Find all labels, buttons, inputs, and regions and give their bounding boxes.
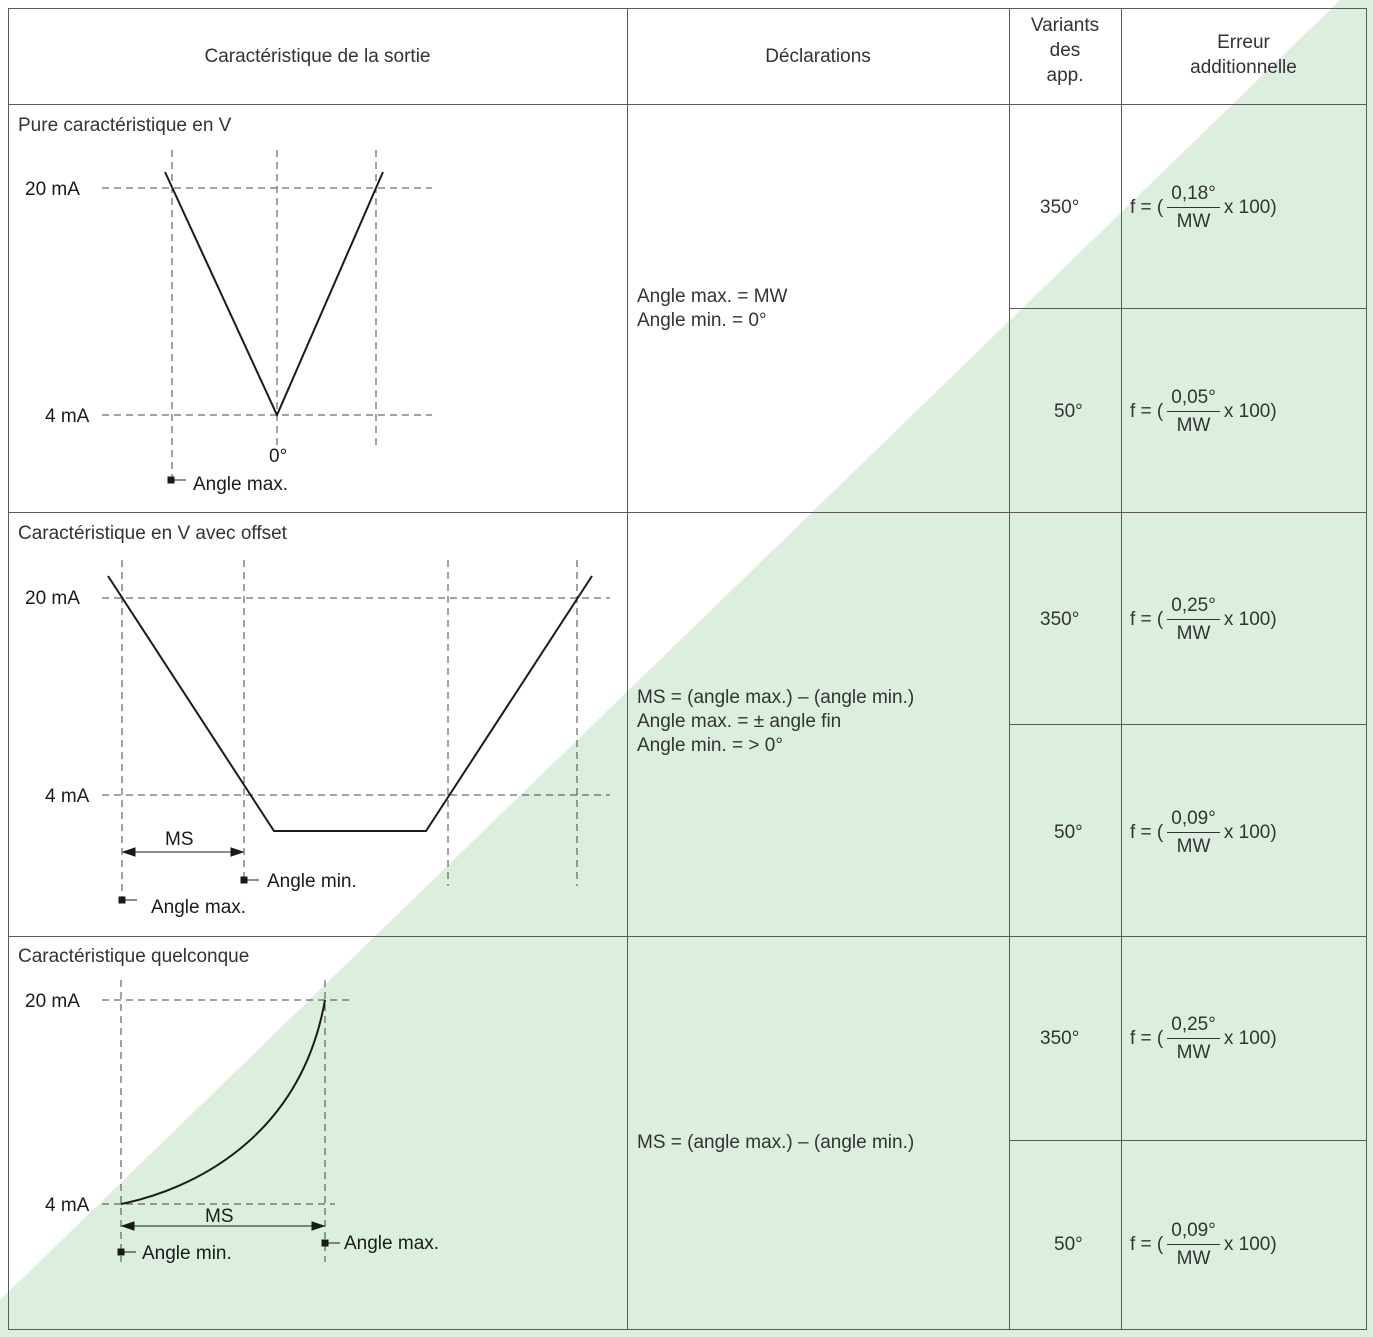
declaration-line: Angle max. = MW [637, 286, 788, 307]
formula-prefix: f = ( [1130, 1234, 1164, 1255]
formula-suffix: x 100) [1223, 197, 1277, 218]
variant-value: 350° [1040, 609, 1080, 630]
marker [117, 1248, 125, 1256]
angle-markers [117, 476, 340, 1256]
error-formula: f = ( 0,05° MW x 100) [1130, 382, 1277, 442]
formula-suffix: x 100) [1223, 1234, 1277, 1255]
label-20ma: 20 mA [25, 179, 80, 200]
formula-fraction: 0,05° MW [1167, 387, 1220, 437]
ms-arrowhead-left [120, 1221, 135, 1231]
declaration-line: Angle min. = 0° [637, 310, 767, 331]
variant-value: 50° [1054, 822, 1083, 843]
formula-denominator: MW [1176, 836, 1211, 857]
declaration-line: MS = (angle max.) – (angle min.) [637, 687, 915, 708]
formula-denominator: MW [1176, 415, 1211, 436]
row-title-arbitrary: Caractéristique quelconque [18, 946, 250, 967]
error-formula: f = ( 0,25° MW x 100) [1130, 1009, 1277, 1069]
formula-suffix: x 100) [1223, 609, 1277, 630]
declaration-line: MS = (angle max.) – (angle min.) [637, 1132, 915, 1153]
formula-fraction: 0,18° MW [1167, 183, 1220, 233]
row-title-v-offset: Caractéristique en V avec offset [18, 523, 287, 544]
formula-numerator: 0,05° [1167, 387, 1220, 412]
formula-prefix: f = ( [1130, 1028, 1164, 1049]
header-variants-line-1: Variants [1030, 15, 1100, 36]
label-zero-degree: 0° [269, 446, 287, 467]
label-4ma: 4 mA [45, 406, 90, 427]
error-formula: f = ( 0,25° MW x 100) [1130, 590, 1277, 650]
label-20ma: 20 mA [25, 991, 80, 1012]
formula-prefix: f = ( [1130, 401, 1164, 422]
label-angle-min: Angle min. [142, 1243, 232, 1264]
formula-fraction: 0,25° MW [1167, 1014, 1220, 1064]
label-angle-min: Angle min. [267, 871, 357, 892]
formula-denominator: MW [1176, 1042, 1211, 1063]
error-formula: f = ( 0,09° MW x 100) [1130, 1215, 1277, 1275]
variant-value: 350° [1040, 197, 1080, 218]
label-4ma: 4 mA [45, 786, 90, 807]
curve-pure-v [164, 171, 384, 418]
marker [118, 896, 126, 904]
formula-numerator: 0,25° [1167, 595, 1220, 620]
label-angle-max: Angle max. [151, 897, 246, 918]
formula-numerator: 0,09° [1167, 808, 1220, 833]
formula-numerator: 0,18° [1167, 183, 1220, 208]
label-20ma: 20 mA [25, 588, 80, 609]
header-variants: Variants des app. [1009, 13, 1121, 88]
characteristic-curves [107, 171, 593, 1205]
declaration-line: Angle max. = ± angle fin [637, 711, 842, 732]
formula-prefix: f = ( [1130, 822, 1164, 843]
formula-suffix: x 100) [1223, 401, 1277, 422]
formula-denominator: MW [1176, 1248, 1211, 1269]
diagram-labels: 20 mA 4 mA 0° Angle max. 20 mA 4 mA MS A… [25, 179, 439, 1264]
formula-denominator: MW [1176, 211, 1211, 232]
header-variants-line-2: des [1049, 40, 1081, 61]
label-angle-max: Angle max. [344, 1233, 439, 1254]
declarations-v-offset: MS = (angle max.) – (angle min.) Angle m… [637, 686, 914, 758]
error-formula: f = ( 0,09° MW x 100) [1130, 803, 1277, 863]
ms-arrowhead-right [230, 847, 245, 857]
variant-value: 50° [1054, 1234, 1083, 1255]
formula-numerator: 0,25° [1167, 1014, 1220, 1039]
formula-fraction: 0,25° MW [1167, 595, 1220, 645]
header-error-line-1: Erreur [1217, 32, 1270, 53]
variant-value: 350° [1040, 1028, 1080, 1049]
declarations-pure-v: Angle max. = MW Angle min. = 0° [637, 285, 787, 333]
label-ms: MS [165, 829, 194, 850]
label-ms: MS [205, 1206, 234, 1227]
formula-suffix: x 100) [1223, 1028, 1277, 1049]
header-declarations: Déclarations [765, 46, 871, 67]
label-angle-max: Angle max. [193, 474, 288, 495]
formula-numerator: 0,09° [1167, 1220, 1220, 1245]
header-variants-line-3: app. [1046, 65, 1084, 86]
declaration-line: Angle min. = > 0° [637, 735, 783, 756]
guide-lines [102, 150, 610, 1262]
header-additional-error: Erreur additionnelle [1121, 30, 1366, 80]
variant-value: 50° [1054, 401, 1083, 422]
header-output-characteristic: Caractéristique de la sortie [204, 46, 431, 67]
label-4ma: 4 mA [45, 1195, 90, 1216]
formula-prefix: f = ( [1130, 609, 1164, 630]
marker [240, 876, 248, 884]
row-title-pure-v: Pure caractéristique en V [18, 115, 232, 136]
formula-denominator: MW [1176, 623, 1211, 644]
curve-v-offset [107, 575, 593, 832]
formula-fraction: 0,09° MW [1167, 808, 1220, 858]
ms-arrowhead-left [121, 847, 136, 857]
error-formula: f = ( 0,18° MW x 100) [1130, 178, 1277, 238]
declarations-arbitrary: MS = (angle max.) – (angle min.) [637, 1131, 914, 1155]
marker [321, 1239, 329, 1247]
marker [167, 476, 175, 484]
curve-arbitrary [120, 999, 326, 1205]
formula-prefix: f = ( [1130, 197, 1164, 218]
ms-arrows [120, 847, 326, 1231]
ms-arrowhead-right [311, 1221, 326, 1231]
header-error-line-2: additionnelle [1190, 57, 1297, 78]
formula-suffix: x 100) [1223, 822, 1277, 843]
formula-fraction: 0,09° MW [1167, 1220, 1220, 1270]
